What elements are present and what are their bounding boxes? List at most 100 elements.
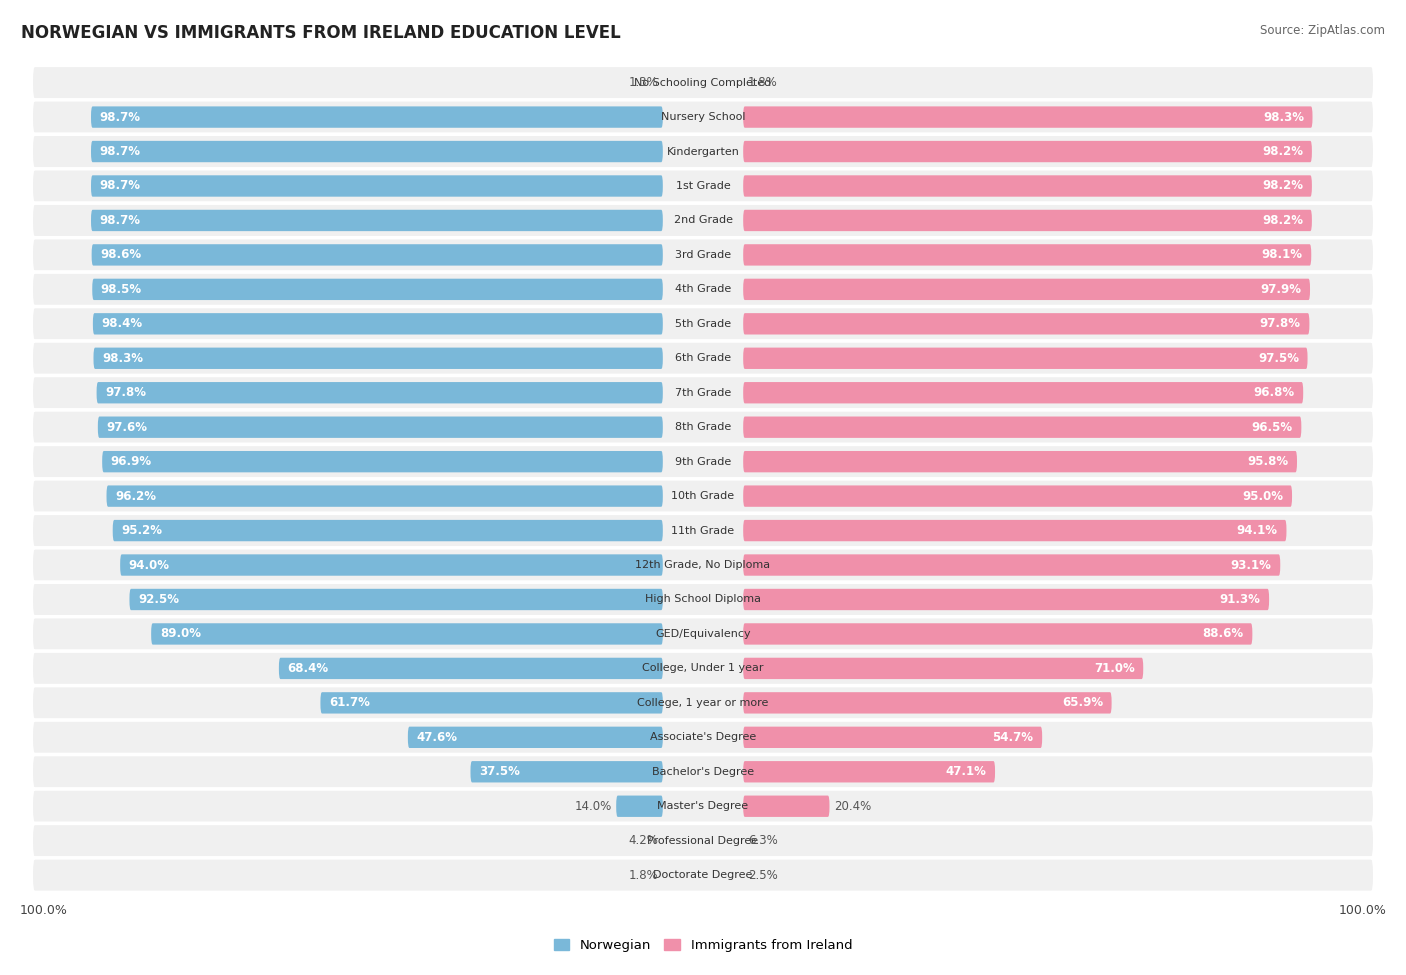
Text: GED/Equivalency: GED/Equivalency (655, 629, 751, 639)
Text: 100.0%: 100.0% (20, 905, 67, 917)
FancyBboxPatch shape (31, 272, 1375, 306)
Text: 88.6%: 88.6% (1202, 628, 1244, 641)
Text: 98.7%: 98.7% (100, 214, 141, 227)
Text: 89.0%: 89.0% (160, 628, 201, 641)
Text: Master's Degree: Master's Degree (658, 801, 748, 811)
Text: 71.0%: 71.0% (1094, 662, 1135, 675)
FancyBboxPatch shape (93, 348, 662, 369)
FancyBboxPatch shape (744, 761, 995, 783)
Text: 2nd Grade: 2nd Grade (673, 215, 733, 225)
Text: 6.3%: 6.3% (748, 835, 778, 847)
Text: College, 1 year or more: College, 1 year or more (637, 698, 769, 708)
FancyBboxPatch shape (31, 582, 1375, 617)
FancyBboxPatch shape (31, 755, 1375, 789)
Text: Source: ZipAtlas.com: Source: ZipAtlas.com (1260, 24, 1385, 37)
FancyBboxPatch shape (31, 135, 1375, 169)
Text: 68.4%: 68.4% (287, 662, 329, 675)
Text: 94.1%: 94.1% (1237, 525, 1278, 537)
FancyBboxPatch shape (408, 726, 662, 748)
Text: 96.2%: 96.2% (115, 489, 156, 503)
FancyBboxPatch shape (31, 410, 1375, 445)
FancyBboxPatch shape (103, 451, 662, 472)
Text: 8th Grade: 8th Grade (675, 422, 731, 432)
Text: 98.3%: 98.3% (1263, 110, 1303, 124)
Text: 98.6%: 98.6% (100, 249, 142, 261)
FancyBboxPatch shape (98, 416, 662, 438)
Text: 98.7%: 98.7% (100, 110, 141, 124)
Text: 1.8%: 1.8% (628, 869, 658, 881)
Text: 4.2%: 4.2% (628, 835, 658, 847)
FancyBboxPatch shape (31, 238, 1375, 272)
FancyBboxPatch shape (616, 796, 662, 817)
FancyBboxPatch shape (744, 210, 1312, 231)
Text: 10th Grade: 10th Grade (672, 491, 734, 501)
FancyBboxPatch shape (744, 520, 1286, 541)
Text: Associate's Degree: Associate's Degree (650, 732, 756, 742)
FancyBboxPatch shape (744, 658, 1143, 679)
Text: 98.4%: 98.4% (101, 317, 142, 331)
Text: 98.2%: 98.2% (1263, 179, 1303, 192)
FancyBboxPatch shape (91, 244, 662, 265)
Text: 47.1%: 47.1% (946, 765, 987, 778)
Text: 97.6%: 97.6% (107, 420, 148, 434)
Text: 1st Grade: 1st Grade (676, 181, 730, 191)
Text: 47.6%: 47.6% (416, 731, 457, 744)
FancyBboxPatch shape (321, 692, 662, 714)
Text: 98.7%: 98.7% (100, 179, 141, 192)
Text: 98.5%: 98.5% (101, 283, 142, 295)
Text: 1.8%: 1.8% (748, 76, 778, 89)
FancyBboxPatch shape (744, 555, 1281, 575)
FancyBboxPatch shape (31, 99, 1375, 135)
Legend: Norwegian, Immigrants from Ireland: Norwegian, Immigrants from Ireland (548, 933, 858, 957)
Text: College, Under 1 year: College, Under 1 year (643, 663, 763, 674)
FancyBboxPatch shape (31, 306, 1375, 341)
FancyBboxPatch shape (107, 486, 662, 507)
FancyBboxPatch shape (112, 520, 662, 541)
Text: 94.0%: 94.0% (129, 559, 170, 571)
Text: 96.9%: 96.9% (111, 455, 152, 468)
FancyBboxPatch shape (31, 685, 1375, 721)
FancyBboxPatch shape (97, 382, 662, 404)
FancyBboxPatch shape (31, 824, 1375, 858)
FancyBboxPatch shape (278, 658, 662, 679)
Text: 97.9%: 97.9% (1260, 283, 1302, 295)
Text: 37.5%: 37.5% (479, 765, 520, 778)
FancyBboxPatch shape (31, 445, 1375, 479)
FancyBboxPatch shape (744, 623, 1253, 644)
Text: NORWEGIAN VS IMMIGRANTS FROM IRELAND EDUCATION LEVEL: NORWEGIAN VS IMMIGRANTS FROM IRELAND EDU… (21, 24, 621, 42)
Text: 95.8%: 95.8% (1247, 455, 1288, 468)
FancyBboxPatch shape (31, 651, 1375, 685)
Text: 2.5%: 2.5% (748, 869, 778, 881)
FancyBboxPatch shape (31, 617, 1375, 651)
FancyBboxPatch shape (744, 726, 1042, 748)
Text: Professional Degree: Professional Degree (647, 836, 759, 845)
Text: Doctorate Degree: Doctorate Degree (654, 870, 752, 880)
Text: 98.1%: 98.1% (1261, 249, 1302, 261)
FancyBboxPatch shape (31, 375, 1375, 410)
Text: 54.7%: 54.7% (993, 731, 1033, 744)
FancyBboxPatch shape (31, 479, 1375, 514)
Text: 65.9%: 65.9% (1062, 696, 1102, 710)
FancyBboxPatch shape (129, 589, 662, 610)
Text: 97.8%: 97.8% (1260, 317, 1301, 331)
Text: 3rd Grade: 3rd Grade (675, 250, 731, 260)
Text: 96.5%: 96.5% (1251, 420, 1292, 434)
FancyBboxPatch shape (744, 589, 1270, 610)
Text: 96.8%: 96.8% (1254, 386, 1295, 399)
FancyBboxPatch shape (744, 348, 1308, 369)
Text: 61.7%: 61.7% (329, 696, 370, 710)
Text: 20.4%: 20.4% (834, 800, 872, 813)
Text: 97.5%: 97.5% (1258, 352, 1299, 365)
Text: 91.3%: 91.3% (1219, 593, 1261, 606)
FancyBboxPatch shape (744, 140, 1312, 162)
Text: 98.7%: 98.7% (100, 145, 141, 158)
FancyBboxPatch shape (31, 789, 1375, 824)
Text: 9th Grade: 9th Grade (675, 456, 731, 467)
FancyBboxPatch shape (744, 486, 1292, 507)
FancyBboxPatch shape (93, 313, 662, 334)
FancyBboxPatch shape (31, 169, 1375, 203)
FancyBboxPatch shape (471, 761, 662, 783)
FancyBboxPatch shape (744, 279, 1310, 300)
FancyBboxPatch shape (91, 176, 662, 197)
Text: Nursery School: Nursery School (661, 112, 745, 122)
